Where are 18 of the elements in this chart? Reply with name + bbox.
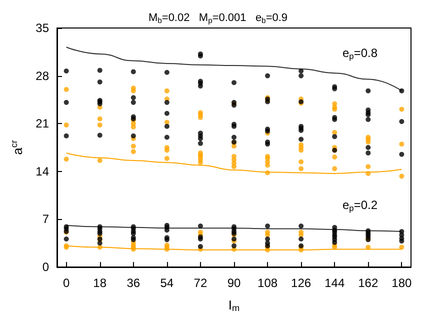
x-tick-label: 144 [324, 276, 345, 290]
y-tick-label: 7 [42, 212, 50, 226]
x-tick-label: 18 [93, 276, 107, 290]
x-tick-label: 0 [62, 276, 70, 290]
x-tick-label: 126 [291, 276, 312, 290]
x-tick-label: 72 [194, 276, 208, 290]
y-axis-title: acr [9, 140, 25, 155]
x-tick-label: 180 [392, 276, 412, 290]
x-tick-label: 54 [160, 276, 174, 290]
x-tick-label: 90 [227, 276, 241, 290]
y-tick-label: 21 [36, 116, 50, 131]
x-tick-label: 162 [358, 276, 378, 290]
x-tick-label: 36 [126, 276, 140, 290]
y-tick-label: 35 [36, 21, 50, 35]
y-tick-label: 14 [36, 164, 50, 178]
y-tick-label: 28 [36, 68, 50, 83]
x-tick-label: 108 [258, 276, 278, 290]
y-tick-label: 0 [42, 260, 50, 274]
